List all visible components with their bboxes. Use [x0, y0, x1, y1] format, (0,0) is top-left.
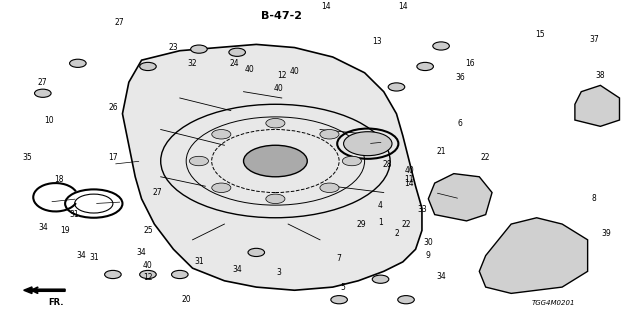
Text: 27: 27 — [153, 188, 163, 197]
Text: 9: 9 — [426, 251, 431, 260]
Text: 27: 27 — [38, 78, 47, 87]
Circle shape — [331, 296, 348, 304]
Text: 20: 20 — [181, 295, 191, 304]
Text: 10: 10 — [44, 116, 54, 124]
Text: 23: 23 — [168, 43, 179, 52]
Text: 21: 21 — [436, 147, 446, 156]
Text: 34: 34 — [76, 251, 86, 260]
Text: 17: 17 — [108, 153, 118, 162]
Circle shape — [433, 42, 449, 50]
Text: 12: 12 — [277, 71, 287, 80]
Text: 19: 19 — [60, 226, 70, 235]
Text: 40: 40 — [404, 166, 414, 175]
Text: 32: 32 — [188, 59, 197, 68]
Text: 8: 8 — [591, 194, 596, 203]
Circle shape — [35, 89, 51, 97]
Text: 14: 14 — [404, 179, 414, 188]
Text: 31: 31 — [194, 257, 204, 266]
Text: 7: 7 — [337, 254, 342, 263]
Text: 39: 39 — [602, 229, 612, 238]
Circle shape — [212, 130, 231, 139]
Circle shape — [344, 132, 392, 156]
Text: 4: 4 — [378, 201, 383, 210]
Circle shape — [212, 183, 231, 193]
Text: 14: 14 — [321, 2, 331, 11]
PathPatch shape — [479, 218, 588, 293]
PathPatch shape — [575, 85, 620, 126]
Circle shape — [266, 118, 285, 128]
Circle shape — [244, 145, 307, 177]
Circle shape — [388, 83, 404, 91]
Text: B-47-2: B-47-2 — [261, 11, 302, 21]
Circle shape — [266, 194, 285, 204]
Circle shape — [140, 62, 156, 70]
Text: 40: 40 — [143, 260, 153, 269]
Circle shape — [172, 270, 188, 279]
PathPatch shape — [428, 174, 492, 221]
Text: 40: 40 — [290, 67, 300, 76]
Text: FR.: FR. — [48, 298, 63, 307]
Circle shape — [320, 183, 339, 193]
Text: 34: 34 — [38, 223, 48, 232]
Text: 37: 37 — [589, 35, 599, 44]
Circle shape — [104, 270, 121, 279]
Text: 27: 27 — [115, 18, 124, 27]
Text: 30: 30 — [424, 238, 433, 247]
Text: 2: 2 — [394, 229, 399, 238]
Text: 26: 26 — [108, 103, 118, 112]
Circle shape — [189, 156, 209, 166]
Text: 40: 40 — [274, 84, 284, 93]
Text: 38: 38 — [596, 71, 605, 80]
Circle shape — [191, 45, 207, 53]
Text: 15: 15 — [535, 30, 545, 39]
Text: 31: 31 — [70, 210, 79, 219]
Text: 34: 34 — [137, 248, 147, 257]
Text: TGG4M0201: TGG4M0201 — [531, 300, 575, 306]
Text: 28: 28 — [382, 160, 392, 169]
Circle shape — [140, 270, 156, 279]
Text: 16: 16 — [465, 59, 474, 68]
Text: 29: 29 — [356, 220, 366, 228]
Text: 31: 31 — [89, 253, 99, 262]
Text: 14: 14 — [398, 2, 408, 11]
Circle shape — [70, 59, 86, 68]
PathPatch shape — [122, 44, 422, 290]
Text: 1: 1 — [378, 218, 383, 227]
Text: 13: 13 — [372, 37, 382, 46]
Text: 12: 12 — [143, 273, 153, 282]
Text: 11: 11 — [404, 175, 414, 184]
Text: 34: 34 — [436, 272, 446, 281]
Text: 22: 22 — [401, 220, 411, 228]
Text: 18: 18 — [54, 175, 63, 184]
Text: 24: 24 — [229, 59, 239, 68]
Circle shape — [417, 62, 433, 70]
Circle shape — [320, 130, 339, 139]
Text: 6: 6 — [458, 119, 463, 128]
Text: 22: 22 — [481, 153, 490, 162]
Circle shape — [372, 275, 389, 283]
Circle shape — [229, 48, 246, 56]
Text: 36: 36 — [455, 73, 465, 82]
Text: 40: 40 — [245, 65, 255, 74]
Circle shape — [248, 248, 264, 257]
Circle shape — [397, 296, 414, 304]
Text: 34: 34 — [232, 265, 242, 274]
Circle shape — [342, 156, 362, 166]
Text: 25: 25 — [143, 226, 153, 235]
Text: 35: 35 — [22, 153, 32, 162]
Text: 33: 33 — [417, 205, 427, 214]
Text: 5: 5 — [340, 283, 345, 292]
Text: 3: 3 — [276, 268, 281, 277]
